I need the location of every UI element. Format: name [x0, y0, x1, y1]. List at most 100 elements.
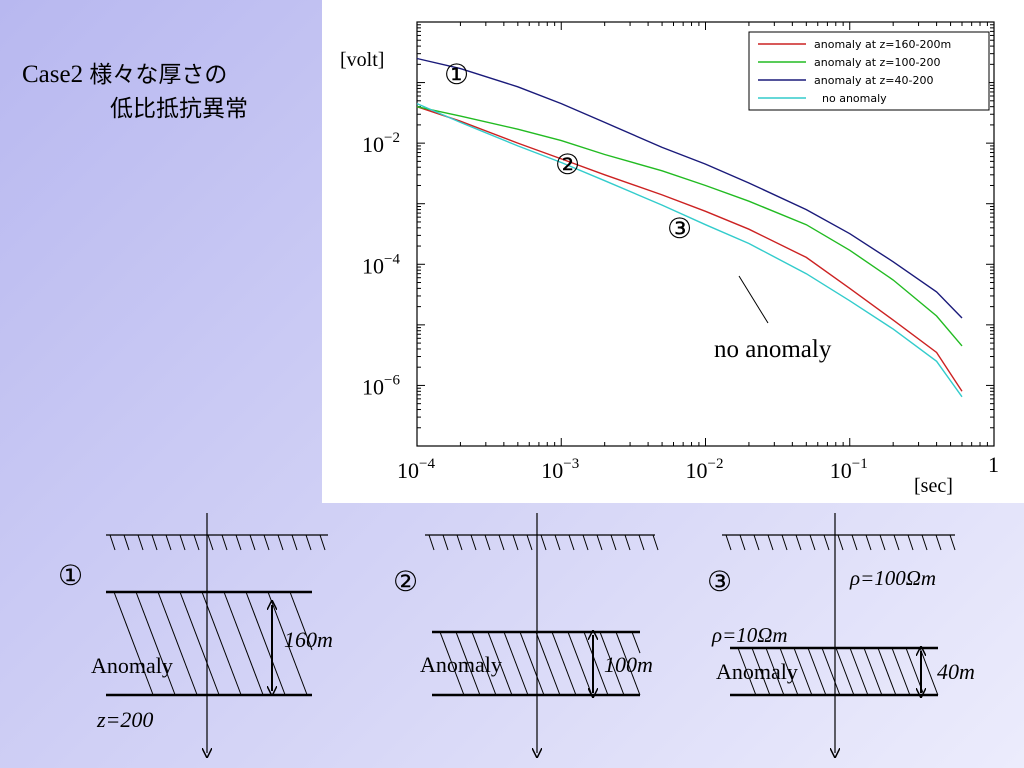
hatch-line: [289, 591, 313, 651]
hatch-line: [113, 591, 154, 696]
surface-tick: [207, 534, 214, 551]
tem-decay-chart: [volt] [sec] 10−4 10−3 10−2 10−1 1 10−2 10−4 1…: [340, 21, 999, 497]
surface-tick: [512, 534, 519, 551]
anomaly-label: Anomaly: [420, 652, 502, 677]
surface-tick: [596, 534, 603, 551]
surface-tick: [137, 534, 144, 551]
legend-entry: no anomaly: [822, 92, 887, 105]
surface-tick: [652, 534, 659, 551]
surface-tick: [879, 534, 886, 551]
diagram-number: ①: [58, 561, 83, 592]
y-tick-label: 10−2: [362, 130, 400, 157]
surface-tick: [235, 534, 242, 551]
curve-label-2: ②: [555, 150, 580, 181]
legend: [748, 31, 990, 111]
series-line-4: [416, 102, 963, 398]
hatch-line: [765, 647, 785, 696]
surface-tick: [319, 534, 326, 551]
surface-tick: [781, 534, 788, 551]
surface-tick: [809, 534, 816, 551]
hatch-line: [223, 591, 264, 696]
surface-tick: [907, 534, 914, 551]
hatch-line: [551, 631, 577, 696]
surface-tick: [221, 534, 228, 551]
hatch-line: [835, 647, 855, 696]
hatch-line: [919, 647, 939, 696]
surface-tick: [837, 534, 844, 551]
thickness-label: 160m: [284, 627, 333, 652]
hatch-line: [891, 647, 911, 696]
surface-hatch: [428, 534, 659, 551]
surface-tick: [893, 534, 900, 551]
series-line-1: [416, 106, 963, 392]
surface-tick: [498, 534, 505, 551]
legend-entry: anomaly at z=40-200: [814, 74, 933, 87]
hatch-line: [487, 631, 513, 696]
surface-tick: [921, 534, 928, 551]
surface-tick: [865, 534, 872, 551]
hatch-line: [201, 591, 242, 696]
slide-title: Case2 様々な厚さの 低比抵抗異常: [22, 58, 317, 126]
surface-tick: [151, 534, 158, 551]
series-line-3: [416, 57, 963, 319]
legend-entry: anomaly at z=100-200: [814, 56, 940, 69]
x-tick-label: 10−2: [686, 456, 724, 483]
surface-tick: [526, 534, 533, 551]
x-tick-label: 10−1: [830, 456, 868, 483]
surface-tick: [823, 534, 830, 551]
surface-tick: [456, 534, 463, 551]
surface-tick: [554, 534, 561, 551]
surface-hatch: [109, 534, 326, 551]
surface-tick: [123, 534, 130, 551]
no-anomaly-annotation: no anomaly: [714, 336, 832, 363]
legend-entry: anomaly at z=160-200m: [814, 38, 951, 51]
diagram-number: ②: [393, 567, 418, 598]
surface-tick: [767, 534, 774, 551]
x-axis-label: [sec]: [914, 475, 953, 497]
hatch-line: [567, 631, 593, 696]
anomaly-label: Anomaly: [716, 659, 798, 684]
anomaly-hatch: [439, 631, 641, 696]
hatch-line: [519, 631, 545, 696]
hatch-line: [863, 647, 883, 696]
hatch-line: [439, 631, 465, 696]
title-line2: 低比抵抗異常: [110, 96, 248, 122]
surface-tick: [109, 534, 116, 551]
layer-diagrams: ① Anomaly 160m z=200 ② Anomaly 100m ③ ρ=…: [58, 513, 975, 768]
surface-tick: [484, 534, 491, 551]
hatch-line: [179, 591, 220, 696]
diagram-number: ③: [707, 567, 732, 598]
upper-resistivity-label: ρ=100Ωm: [849, 566, 936, 590]
surface-tick: [739, 534, 746, 551]
surface-tick: [277, 534, 284, 551]
title-case: Case2: [22, 61, 84, 88]
surface-tick: [193, 534, 200, 551]
hatch-line: [877, 647, 897, 696]
x-tick-label: 10−3: [541, 456, 579, 483]
surface-tick: [795, 534, 802, 551]
anomaly-hatch: [113, 591, 313, 696]
x-tick-label: 10−4: [397, 456, 435, 483]
diagram-2: ② Anomaly 100m: [393, 513, 659, 753]
curve-label-3: ③: [667, 214, 692, 245]
surface-tick: [725, 534, 732, 551]
curve-label-1: ①: [444, 60, 469, 91]
hatch-line: [779, 647, 799, 696]
surface-tick: [753, 534, 760, 551]
surface-tick: [428, 534, 435, 551]
surface-tick: [442, 534, 449, 551]
surface-tick: [470, 534, 477, 551]
hatch-line: [821, 647, 841, 696]
surface-tick: [638, 534, 645, 551]
hatch-line: [599, 631, 625, 696]
anomaly-resistivity-label: ρ=10Ωm: [711, 623, 788, 647]
surface-tick: [179, 534, 186, 551]
diagram-3: ③ ρ=100Ωm ρ=10Ωm Anomaly 40m: [707, 513, 975, 753]
thickness-label: 40m: [937, 659, 975, 684]
no-anomaly-pointer: [738, 275, 769, 324]
surface-tick: [305, 534, 312, 551]
hatch-line: [807, 647, 827, 696]
surface-tick: [851, 534, 858, 551]
series-line-2: [416, 106, 963, 347]
hatch-line: [455, 631, 481, 696]
